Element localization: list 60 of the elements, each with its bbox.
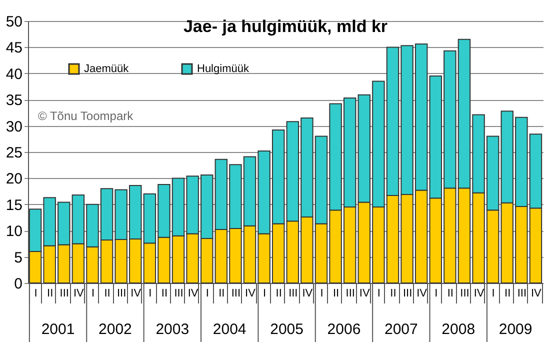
- x-tick-label: II: [447, 288, 454, 300]
- y-tick-label: 45: [6, 40, 22, 57]
- x-tick-label: III: [346, 288, 355, 300]
- x-tick-label: I: [377, 288, 380, 300]
- text: 2005: [270, 321, 304, 338]
- text: 2006: [327, 321, 361, 338]
- x-tick-label: III: [288, 288, 298, 300]
- y-tick-label: 40: [6, 66, 22, 83]
- y-tick-label: 35: [6, 92, 22, 110]
- text: 2008: [442, 321, 476, 338]
- x-tick-label: I: [320, 288, 324, 300]
- x-tick-label: III: [402, 288, 412, 300]
- x-tick-label: IV: [302, 288, 314, 300]
- y-tick-label: 10: [6, 223, 22, 240]
- legend-label: Hulgimüük: [197, 63, 250, 75]
- x-tick-label: II: [504, 288, 511, 300]
- x-tick-label: IV: [188, 288, 199, 300]
- y-tick-label: 0: [14, 276, 22, 292]
- x-tick-label: IV: [474, 288, 485, 300]
- text: 2009: [498, 321, 532, 338]
- x-tick-label: IV: [130, 288, 142, 300]
- x-tick-label: III: [231, 288, 241, 300]
- annotation: © Tõnu Toompark: [38, 109, 134, 123]
- x-tick-label: II: [104, 288, 110, 300]
- y-tick-label: 5: [14, 249, 22, 266]
- text: 2004: [212, 321, 246, 338]
- x-tick-label: I: [148, 288, 152, 300]
- y-tick-label: 25: [6, 144, 22, 162]
- x-tick-label: III: [116, 288, 126, 300]
- x-tick-label: III: [460, 288, 470, 300]
- x-tick-label: III: [517, 288, 526, 300]
- x-tick-label: I: [434, 288, 438, 300]
- x-tick-label: II: [390, 288, 396, 300]
- x-tick-label: I: [206, 288, 209, 300]
- y-tick-label: 15: [6, 196, 22, 214]
- x-tick-label: II: [276, 288, 282, 300]
- x-tick-label: IV: [73, 288, 85, 300]
- x-tick-label: IV: [416, 288, 428, 300]
- x-tick-label: II: [218, 288, 225, 300]
- text: 2001: [41, 321, 75, 338]
- x-tick-label: III: [174, 288, 184, 300]
- x-tick-label: II: [161, 288, 168, 300]
- x-tick-label: IV: [531, 288, 542, 300]
- y-tick-label: 20: [6, 170, 22, 188]
- y-tick-label: 30: [6, 118, 22, 136]
- x-tick-label: I: [492, 288, 495, 300]
- legend-label: Jaemüük: [84, 63, 130, 75]
- text: 2002: [98, 321, 132, 338]
- x-tick-label: I: [263, 288, 266, 300]
- text: 2003: [156, 321, 190, 338]
- x-tick-label: II: [47, 288, 54, 300]
- chart-title: Jae- ja hulgimüük, mld kr: [183, 17, 388, 36]
- x-tick-label: I: [91, 288, 95, 300]
- x-tick-label: IV: [359, 288, 370, 300]
- y-tick-label: 50: [6, 14, 22, 30]
- x-tick-label: IV: [245, 288, 256, 300]
- text: 2007: [384, 321, 418, 338]
- x-tick-label: III: [60, 288, 69, 300]
- x-tick-label: I: [34, 288, 38, 300]
- x-tick-label: II: [332, 288, 340, 300]
